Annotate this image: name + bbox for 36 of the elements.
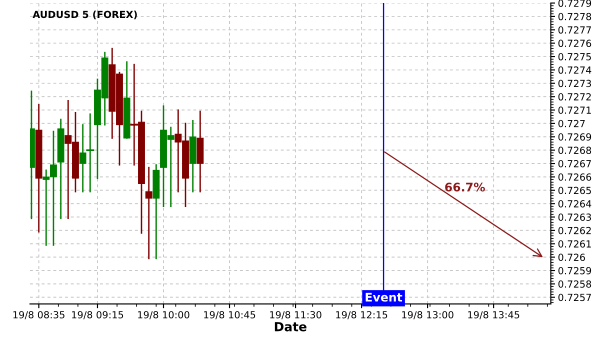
y-tick-label: 0.7279 [558,0,592,7]
y-tick-label: 0.7277 [558,26,591,34]
x-tick-label: 19/8 10:45 [204,311,256,320]
y-tick-label: 0.7264 [558,200,592,208]
x-tick-label: 19/8 11:30 [270,311,322,320]
y-tick-label: 0.7268 [558,146,592,154]
y-tick-label: 0.7274 [558,66,592,74]
x-tick-label: 19/8 12:15 [336,311,388,320]
ref-line-label: Event [366,292,402,302]
candlestick [145,166,152,260]
annotation: 66.7% [445,182,485,192]
y-tick-label: 0.7269 [558,133,592,141]
y-tick-label: 0.7278 [558,12,592,20]
y-tick-label: 0.7258 [558,280,592,288]
x-axis-title: Date [274,322,306,332]
x-tick-label: 19/8 13:45 [468,311,520,320]
y-tick-label: 0.7263 [558,214,591,221]
x-tick-label: 19/8 10:00 [138,311,190,320]
y-tick-label: 0.7266 [558,173,592,181]
x-tick-label: 19/8 13:00 [402,311,454,320]
y-tick-label: 0.7262 [558,226,591,234]
y-tick-label: 0.726 [558,254,585,261]
y-tick-label: 0.7257 [558,294,591,302]
x-tick-label: 19/8 08:35 [13,311,64,320]
y-tick-label: 0.7271 [558,106,591,114]
y-tick-label: 0.7261 [558,240,591,248]
y-tick-label: 0.7273 [558,80,591,88]
y-tick-label: 0.7275 [558,53,591,60]
y-tick-label: 0.7259 [558,267,592,274]
y-tick-label: 0.7272 [558,93,591,101]
y-tick-label: 0.7276 [558,40,592,48]
y-tick-label: 0.727 [558,120,585,128]
y-tick-label: 0.7265 [558,186,591,194]
x-tick-label: 19/8 09:15 [72,311,124,320]
text: AUDUSD 5 (FOREX) [32,10,137,20]
y-tick-label: 0.7267 [558,160,591,168]
